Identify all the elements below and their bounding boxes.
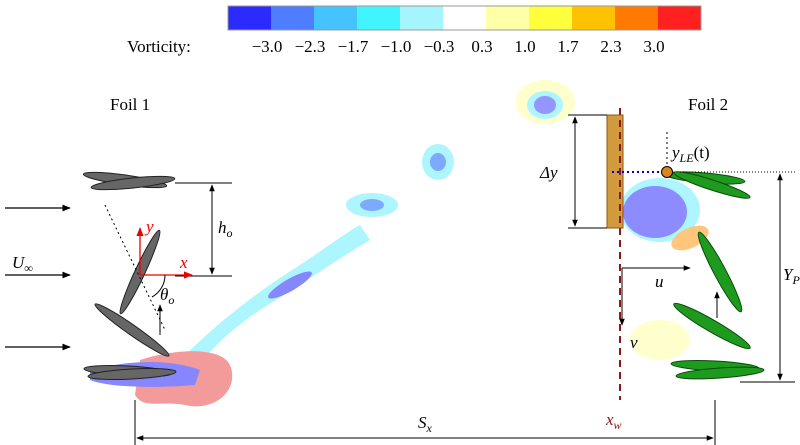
colorbar: −3.0 −2.3 −1.7 −1.0 −0.3 0.3 1.0 1.7 2.3 3.0 xyxy=(227,5,702,56)
x-label: x xyxy=(179,253,188,272)
xw-sub: w xyxy=(614,418,622,432)
chord-line xyxy=(104,204,166,331)
colorbar-tick-label: −0.3 xyxy=(424,37,455,56)
ho-label: ho xyxy=(218,218,233,240)
inflow-arrows xyxy=(5,204,71,351)
yp-bracket xyxy=(680,171,795,383)
u-inf-main: U xyxy=(12,253,26,272)
ho-main: h xyxy=(218,218,227,237)
colorbar-tick-label: 1.0 xyxy=(514,37,535,56)
colorbar-segment xyxy=(658,6,701,30)
foil1-shapes xyxy=(82,171,177,380)
colorbar-label: Vorticity: xyxy=(127,37,191,56)
yp-sub: P xyxy=(791,273,800,287)
colorbar-tick-label: 2.3 xyxy=(600,37,621,56)
theta-arc xyxy=(151,274,166,298)
foil1-title: Foil 1 xyxy=(110,95,150,114)
ho-sub: o xyxy=(227,226,233,240)
yp-label: YP xyxy=(783,265,800,287)
yp-main: Y xyxy=(783,265,794,284)
u-inf-sub: ∞ xyxy=(24,261,33,275)
dy-bracket xyxy=(568,114,607,229)
freestream-label: U∞ xyxy=(12,253,33,275)
dy-label: Δy xyxy=(539,163,558,182)
foil2-shapes xyxy=(664,171,765,380)
colorbar-segment xyxy=(443,6,486,30)
xw-label: xw xyxy=(605,410,622,432)
colorbar-tick-label: −1.7 xyxy=(338,37,369,56)
v-label: v xyxy=(630,333,638,352)
colorbar-segment xyxy=(271,6,314,30)
xw-main: x xyxy=(605,410,614,429)
colorbar-tick-label: −3.0 xyxy=(252,37,283,56)
colorbar-segment xyxy=(529,6,572,30)
foil2-title: Foil 2 xyxy=(688,95,728,114)
colorbar-frame xyxy=(227,5,702,31)
colorbar-tick-label: 1.7 xyxy=(557,37,579,56)
sx-label: Sx xyxy=(418,413,433,435)
colorbar-tick-label: 0.3 xyxy=(471,37,492,56)
colorbar-tick-label: 3.0 xyxy=(643,37,664,56)
le-point xyxy=(661,166,673,178)
colorbar-tick-label: −1.0 xyxy=(381,37,412,56)
colorbar-segment xyxy=(400,6,443,30)
yle-main: y xyxy=(670,143,680,162)
yle-label: yLE(t) xyxy=(670,143,710,165)
y-label: y xyxy=(144,217,154,236)
colorbar-segment xyxy=(572,6,615,30)
colorbar-segment xyxy=(615,6,658,30)
wake xyxy=(90,80,709,407)
theta-main: θ xyxy=(160,285,168,304)
sx-main: S xyxy=(418,413,427,432)
colorbar-segment xyxy=(486,6,529,30)
colorbar-tick-label: −2.3 xyxy=(295,37,326,56)
sx-sub: x xyxy=(426,421,433,435)
yle-tail: (t) xyxy=(694,143,710,162)
colorbar-segment xyxy=(314,6,357,30)
yle-sub: LE xyxy=(679,151,695,165)
theta-sub: o xyxy=(168,293,174,307)
theta-label: θo xyxy=(160,285,174,307)
sx-bracket xyxy=(134,400,716,445)
colorbar-segment xyxy=(357,6,400,30)
u-label: u xyxy=(655,272,664,291)
colorbar-segment xyxy=(228,6,271,30)
